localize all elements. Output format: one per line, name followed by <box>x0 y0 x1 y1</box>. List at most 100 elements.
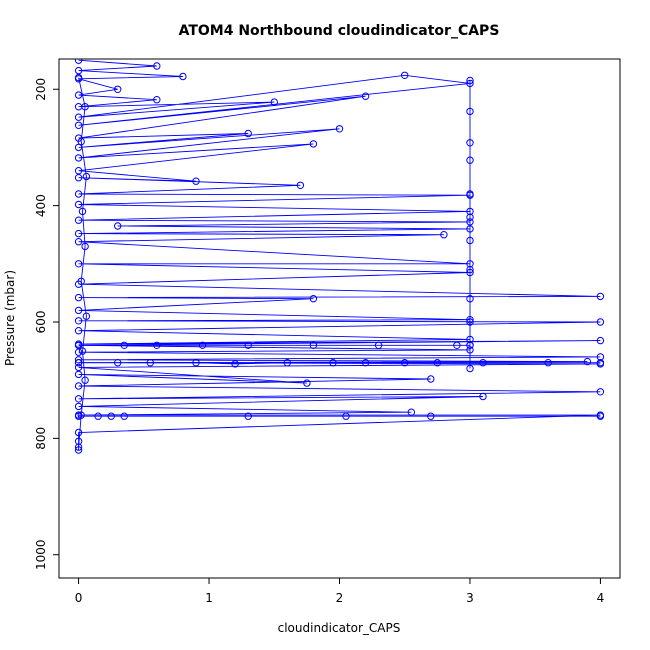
x-axis: 0 1 2 3 4 <box>75 577 604 605</box>
data-point <box>74 59 83 64</box>
data-series <box>74 359 605 368</box>
data-point <box>74 238 83 246</box>
data-point <box>192 177 200 185</box>
data-point <box>77 137 85 146</box>
series-layer <box>74 59 605 454</box>
data-point <box>114 85 122 94</box>
data-point <box>94 412 102 420</box>
data-point <box>198 341 207 349</box>
data-point <box>107 412 115 420</box>
series-line <box>78 59 601 450</box>
data-point <box>74 382 83 390</box>
data-point <box>544 359 552 367</box>
data-series <box>74 341 474 349</box>
data-point <box>596 353 605 361</box>
data-point <box>74 359 83 367</box>
data-point <box>466 213 474 222</box>
data-point <box>74 229 83 238</box>
y-axis-label: Pressure (mbar) <box>3 270 17 366</box>
data-point <box>74 154 83 162</box>
data-point <box>401 71 409 80</box>
data-point <box>479 392 487 401</box>
x-tick-label: 3 <box>466 591 474 605</box>
data-point <box>74 327 83 335</box>
data-point <box>74 428 83 437</box>
data-point <box>270 98 278 106</box>
data-point <box>74 121 83 130</box>
data-point <box>74 348 83 356</box>
data-point <box>244 412 252 420</box>
data-point <box>335 125 344 133</box>
data-point <box>74 167 83 175</box>
chart-title: ATOM4 Northbound cloudindicator_CAPS <box>179 23 500 39</box>
series-line <box>78 362 601 365</box>
data-point <box>81 103 89 111</box>
data-point <box>77 277 85 285</box>
data-point <box>283 359 291 367</box>
data-point <box>596 359 605 367</box>
data-point <box>466 236 474 245</box>
data-series <box>74 73 91 451</box>
x-tick-label: 1 <box>205 591 213 605</box>
data-point <box>74 260 83 268</box>
data-point <box>120 412 128 420</box>
data-point <box>466 139 474 147</box>
data-point <box>433 359 441 367</box>
data-point <box>596 388 605 396</box>
data-point <box>583 357 592 366</box>
data-point <box>361 359 370 367</box>
data-point <box>179 72 187 81</box>
data-point <box>479 359 487 367</box>
x-tick-label: 0 <box>75 591 83 605</box>
data-point <box>466 318 474 326</box>
data-point <box>440 231 448 239</box>
data-point <box>77 411 85 419</box>
data-point <box>466 107 474 116</box>
data-point <box>466 190 474 198</box>
data-point <box>153 341 161 349</box>
data-point <box>466 364 474 373</box>
y-tick-label: 200 <box>34 78 48 101</box>
y-tick-label: 400 <box>34 194 48 217</box>
data-point <box>244 341 252 349</box>
data-point <box>146 359 155 367</box>
data-point <box>74 91 83 99</box>
data-point <box>596 318 605 326</box>
data-point <box>74 370 83 379</box>
data-point <box>74 317 83 325</box>
data-point <box>192 359 200 367</box>
data-point <box>74 113 83 121</box>
data-point <box>401 359 409 367</box>
data-point <box>74 174 83 182</box>
data-point <box>74 443 83 451</box>
data-point <box>74 66 83 75</box>
data-point <box>342 412 350 420</box>
data-point <box>466 156 474 164</box>
y-axis: 200 400 600 800 1000 <box>34 78 60 570</box>
data-point <box>329 359 337 367</box>
data-point <box>120 341 128 349</box>
y-tick-label: 1000 <box>34 539 48 570</box>
data-series <box>466 76 474 373</box>
data-point <box>309 341 318 349</box>
data-point <box>231 360 239 368</box>
data-point <box>303 379 311 387</box>
data-point <box>74 395 83 403</box>
data-point <box>74 190 83 198</box>
data-point <box>74 341 83 349</box>
data-point <box>596 336 605 345</box>
data-point <box>74 216 83 224</box>
data-point <box>81 242 89 251</box>
data-point <box>74 73 83 82</box>
data-point <box>309 140 318 148</box>
data-point <box>374 341 383 349</box>
data-point <box>427 375 435 383</box>
data-point <box>81 376 89 384</box>
data-point <box>78 347 87 355</box>
data-point <box>466 341 474 349</box>
data-point <box>596 292 605 301</box>
data-point <box>309 295 318 303</box>
series-line <box>78 77 87 448</box>
